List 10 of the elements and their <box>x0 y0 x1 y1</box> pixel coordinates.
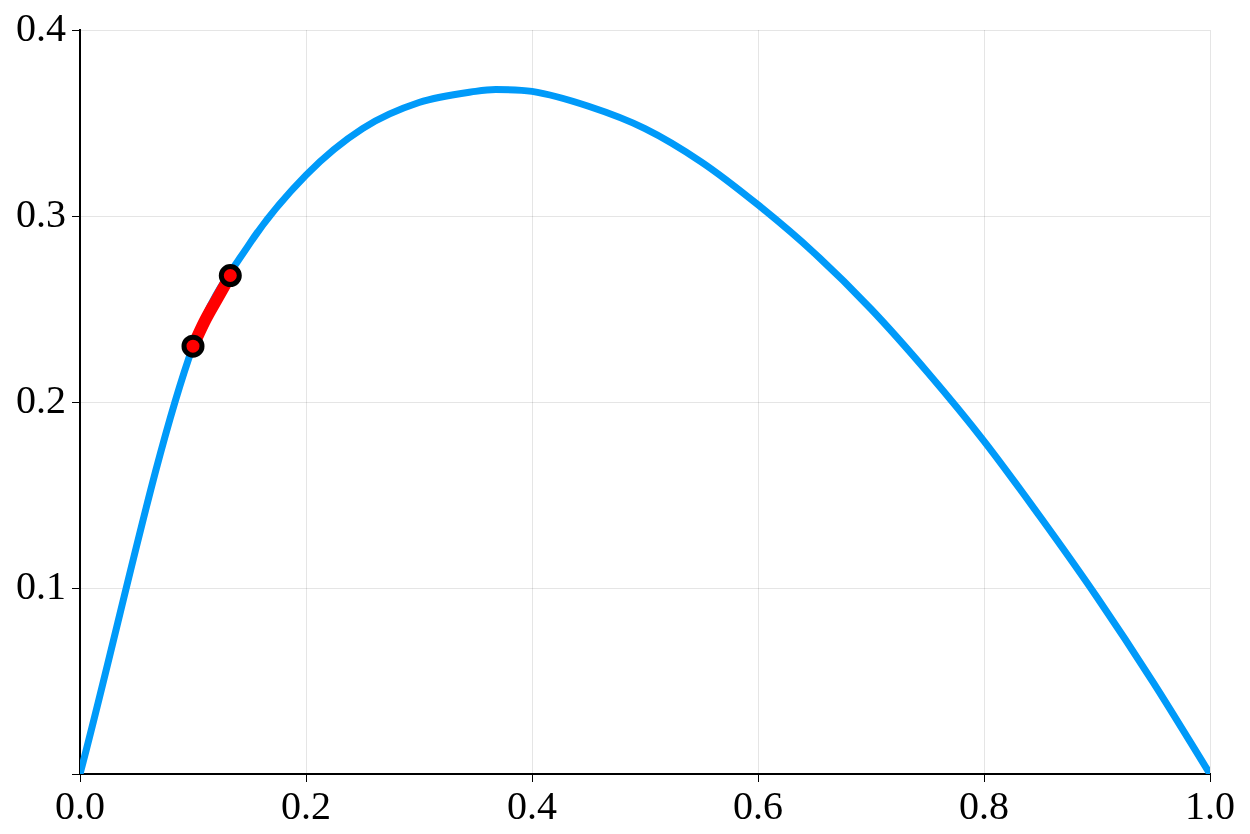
y-tick-label: 0.1 <box>16 562 66 608</box>
x-tick-label: 0.6 <box>733 782 783 828</box>
x-tick-label: 0.2 <box>281 782 331 828</box>
x-tick-label: 0.8 <box>959 782 1009 828</box>
y-tick-label: 0.4 <box>16 4 66 50</box>
x-tick-label: 0.4 <box>507 782 557 828</box>
x-tick-label: 0.0 <box>55 782 105 828</box>
y-tick-label: 0.3 <box>16 190 66 236</box>
y-tick-label: 0.2 <box>16 376 66 422</box>
x-tick-label: 1.0 <box>1185 782 1235 828</box>
